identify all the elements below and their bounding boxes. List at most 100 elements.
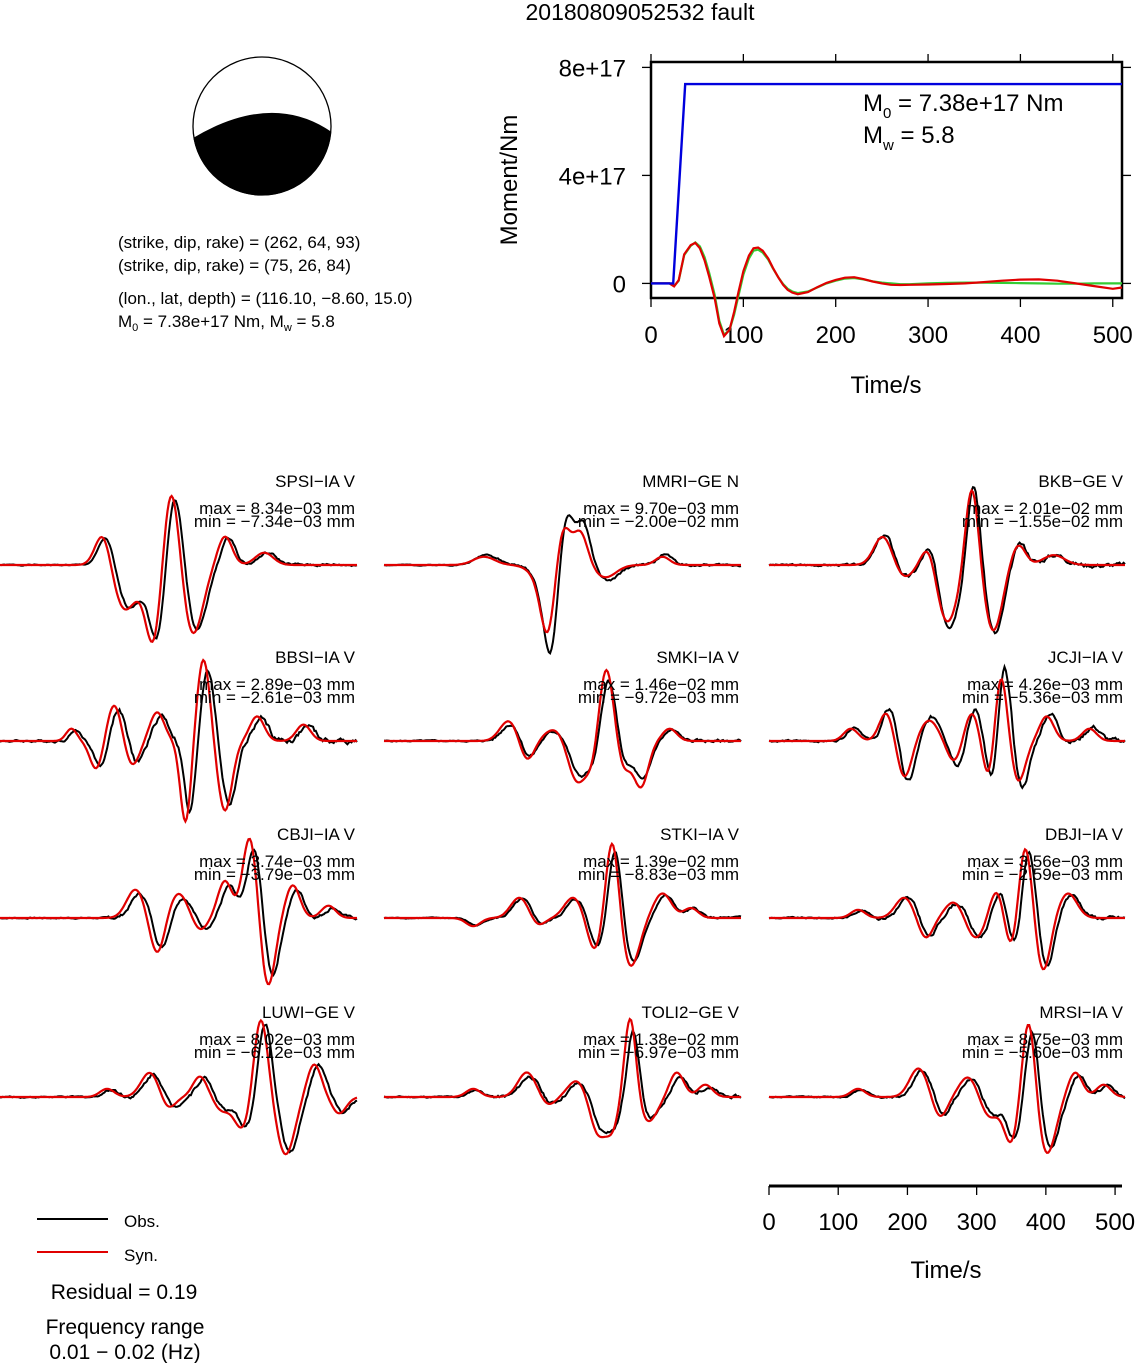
- moment-x-tick-label: 300: [908, 322, 948, 349]
- station-name: BKB−GE V: [1038, 472, 1123, 491]
- moment-plot-frame: [649, 60, 1124, 300]
- moment-x-tick-label: 100: [723, 322, 763, 349]
- info-m0-sub: 0: [132, 322, 138, 334]
- moment-y-tick-label: 0: [613, 271, 626, 298]
- synthetic-trace: [384, 1017, 741, 1139]
- station-max: max = 8.34e−03 mm: [199, 499, 355, 518]
- info-line-1: (strike, dip, rake) = (262, 64, 93): [118, 233, 360, 252]
- legend-syn-label: Syn.: [124, 1246, 158, 1265]
- synthetic-trace: [0, 1018, 358, 1156]
- station-max: max = 1.39e−02 mm: [583, 852, 739, 871]
- moment-x-tick-label: 0: [644, 322, 657, 349]
- station-min: min = −3.79e−03 mm: [194, 865, 355, 884]
- legend: Obs. Syn. Residual = 0.19 Frequency rang…: [37, 1212, 204, 1363]
- station-max: max = 3.74e−03 mm: [199, 852, 355, 871]
- station-name: BBSI−IA V: [275, 648, 356, 667]
- info-line-4: M0 = 7.38e+17 Nm, Mw = 5.8: [118, 312, 335, 334]
- synthetic-trace: [769, 1023, 1126, 1154]
- station-name: TOLI2−GE V: [642, 1003, 740, 1022]
- waveform-time-axis: Time/s 0 100 200 300 400 500: [762, 1184, 1135, 1284]
- station-min: min = −2.61e−03 mm: [194, 688, 355, 707]
- station-name: SPSI−IA V: [275, 472, 356, 491]
- synthetic-trace: [0, 837, 357, 986]
- moment-x-tick-label: 500: [1093, 322, 1133, 349]
- station-name: MRSI−IA V: [1039, 1003, 1123, 1022]
- station-name: STKI−IA V: [660, 825, 740, 844]
- station-min: min = −8.83e−03 mm: [578, 865, 739, 884]
- waveform-x-tick-label: 500: [1095, 1209, 1135, 1236]
- beachball-icon: [192, 56, 332, 196]
- station-min: min = −6.12e−03 mm: [194, 1043, 355, 1062]
- waveform-x-tick-label: 0: [762, 1209, 775, 1236]
- station-name: JCJI−IA V: [1048, 648, 1124, 667]
- synthetic-trace: [769, 847, 1125, 971]
- station-min: min = −5.36e−03 mm: [962, 688, 1123, 707]
- moment-m0-sub: 0: [883, 105, 891, 122]
- stf-red-line: [651, 241, 1123, 339]
- legend-obs-label: Obs.: [124, 1212, 160, 1231]
- station-max: max = 1.38e−02 mm: [583, 1030, 739, 1049]
- info-line-3: (lon., lat, depth) = (116.10, −8.60, 15.…: [118, 289, 413, 308]
- station-min: min = −1.55e−02 mm: [962, 512, 1123, 531]
- moment-mw-annotation: Mw = 5.8: [863, 122, 955, 154]
- station-max: max = 4.26e−03 mm: [967, 675, 1123, 694]
- station-max: max = 2.01e−02 mm: [967, 499, 1123, 518]
- moment-mw-value: = 5.8: [894, 122, 955, 149]
- synthetic-trace: [0, 658, 357, 824]
- station-max: max = 2.89e−03 mm: [199, 675, 355, 694]
- moment-rate-line: [651, 82, 1122, 285]
- info-line-2: (strike, dip, rake) = (75, 26, 84): [118, 256, 351, 275]
- synthetic-trace: [769, 677, 1125, 782]
- station-min: min = −2.59e−03 mm: [962, 865, 1123, 884]
- info-m0-symbol: M: [118, 312, 132, 331]
- synthetic-trace: [0, 494, 357, 643]
- moment-x-tick-label: 200: [816, 322, 856, 349]
- info-mw-sub: w: [283, 322, 292, 334]
- station-name: MMRI−GE N: [642, 472, 739, 491]
- station-max: max = 1.46e−02 mm: [583, 675, 739, 694]
- info-m0-value: = 7.38e+17 Nm, M: [138, 312, 284, 331]
- moment-y-tick-label: 4e+17: [559, 163, 626, 190]
- waveform-x-tick-label: 300: [957, 1209, 997, 1236]
- synthetic-trace: [769, 488, 1125, 632]
- waveform-x-tick-label: 100: [818, 1209, 858, 1236]
- moment-mw-symbol: M: [863, 122, 883, 149]
- station-min: min = −7.34e−03 mm: [194, 512, 355, 531]
- station-name: LUWI−GE V: [262, 1003, 356, 1022]
- moment-x-tick-label: 400: [1000, 322, 1040, 349]
- moment-y-axis-label: Moment/Nm: [496, 115, 523, 246]
- station-min: min = −2.00e−02 mm: [578, 512, 739, 531]
- synthetic-trace: [384, 526, 741, 634]
- moment-m0-symbol: M: [863, 90, 883, 117]
- station-max: max = 8.02e−03 mm: [199, 1030, 355, 1049]
- station-name: DBJI−IA V: [1045, 825, 1124, 844]
- synthetic-trace: [384, 841, 741, 967]
- station-min: min = −9.72e−03 mm: [578, 688, 739, 707]
- moment-mw-sub: w: [882, 137, 894, 154]
- station-name: CBJI−IA V: [277, 825, 356, 844]
- info-mw-value: = 5.8: [292, 312, 335, 331]
- waveform-x-axis-label: Time/s: [910, 1257, 981, 1284]
- moment-m0-value: = 7.38e+17 Nm: [891, 90, 1063, 117]
- stf-green-line: [651, 240, 1122, 337]
- moment-y-tick-label: 8e+17: [559, 55, 626, 82]
- source-info: (strike, dip, rake) = (262, 64, 93) (str…: [118, 233, 413, 334]
- residual-text: Residual = 0.19: [51, 1281, 198, 1304]
- station-min: min = −6.97e−03 mm: [578, 1043, 739, 1062]
- station-name: SMKI−IA V: [656, 648, 739, 667]
- station-max: max = 9.70e−03 mm: [583, 499, 739, 518]
